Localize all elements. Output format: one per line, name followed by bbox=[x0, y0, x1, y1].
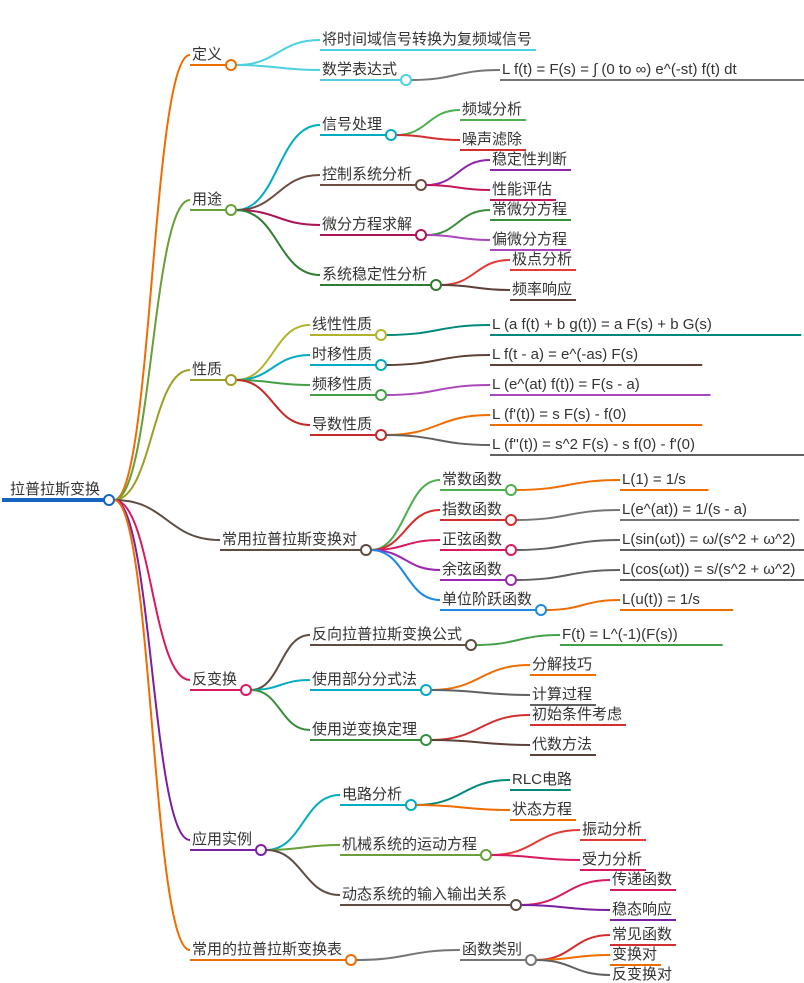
node-label: 使用部分分式法 bbox=[312, 671, 417, 688]
node-label: L f(t - a) = e^(-as) F(s) bbox=[492, 346, 638, 363]
node-label: 将时间域信号转换为复频域信号 bbox=[322, 30, 532, 48]
node-label: L(1) = 1/s bbox=[622, 471, 686, 488]
node-label: 变换对 bbox=[612, 946, 657, 963]
node-label: 控制系统分析 bbox=[322, 166, 412, 183]
node-label: 极点分析 bbox=[512, 251, 572, 268]
node-label: L (f'(t)) = s F(s) - f(0) bbox=[492, 406, 626, 423]
node-label: 正弦函数 bbox=[442, 531, 502, 548]
root-label: 拉普拉斯变换 bbox=[10, 481, 100, 498]
node-label: 噪声滤除 bbox=[462, 130, 522, 148]
node-label: 微分方程求解 bbox=[322, 216, 412, 233]
node-label: 机械系统的运动方程 bbox=[342, 836, 477, 853]
node-label: 性质 bbox=[192, 361, 222, 378]
node-label: 频率响应 bbox=[512, 280, 572, 298]
node-label: 常用拉普拉斯变换对 bbox=[222, 531, 357, 548]
node-label: 系统稳定性分析 bbox=[322, 266, 427, 283]
node-label: 频域分析 bbox=[462, 101, 522, 118]
node-label: 单位阶跃函数 bbox=[442, 591, 532, 608]
node-label: 反向拉普拉斯变换公式 bbox=[312, 626, 462, 643]
node-label: 计算过程 bbox=[532, 685, 592, 703]
node-label: 状态方程 bbox=[512, 801, 572, 818]
node-label: 反变换 bbox=[192, 671, 237, 688]
node-label: 用途 bbox=[192, 191, 222, 208]
node-label: 频移性质 bbox=[312, 376, 372, 393]
node-label: 常用的拉普拉斯变换表 bbox=[192, 941, 342, 958]
node-label: L(cos(ωt)) = s/(s^2 + ω^2) bbox=[622, 561, 795, 578]
node-label: 分解技巧 bbox=[532, 656, 592, 673]
node-label: 应用实例 bbox=[192, 830, 252, 848]
mindmap-svg: 拉普拉斯变换 定义 将时间域信号转换为复频域信号数学表达式 L f(t) = F(s)… bbox=[0, 0, 804, 983]
node-label: 偏微分方程 bbox=[492, 231, 567, 248]
node-label: 受力分析 bbox=[582, 851, 642, 868]
node-label: 余弦函数 bbox=[442, 560, 502, 578]
node-label: 常见函数 bbox=[612, 926, 672, 943]
node-label: 信号处理 bbox=[322, 116, 382, 133]
node-label: F(t) = L^(-1)(F(s)) bbox=[562, 626, 678, 643]
node-label: 数学表达式 bbox=[322, 61, 397, 78]
node-label: 代数方法 bbox=[532, 736, 592, 753]
node-label: L(u(t)) = 1/s bbox=[622, 591, 700, 608]
node-label: 电路分析 bbox=[342, 786, 402, 803]
node-label: L (f''(t)) = s^2 F(s) - s f(0) - f'(0) bbox=[492, 436, 695, 453]
node-label: 指数函数 bbox=[442, 501, 502, 518]
node-label: 动态系统的输入输出关系 bbox=[342, 886, 507, 903]
node-label: 定义 bbox=[192, 46, 222, 63]
node-label: 反变换对 bbox=[612, 966, 672, 983]
node-label: 振动分析 bbox=[582, 821, 642, 838]
node-label: 函数类别 bbox=[462, 941, 522, 958]
node-label: 线性性质 bbox=[312, 316, 372, 333]
node-label: 传递函数 bbox=[612, 871, 672, 888]
node-label: 导数性质 bbox=[312, 416, 372, 433]
node-label: 常微分方程 bbox=[492, 201, 567, 218]
node-label: 稳定性判断 bbox=[492, 151, 567, 168]
node-label: 初始条件考虑 bbox=[532, 706, 622, 723]
node-label: 常数函数 bbox=[442, 471, 502, 488]
node-label: RLC电路 bbox=[512, 771, 572, 788]
node-label: 性能评估 bbox=[492, 181, 552, 198]
node-label: L (e^(at) f(t)) = F(s - a) bbox=[492, 376, 640, 393]
node-label: L (a f(t) + b g(t)) = a F(s) + b G(s) bbox=[492, 316, 712, 333]
node-label: L f(t) = F(s) = ∫ (0 to ∞) e^(-st) f(t) … bbox=[502, 61, 737, 78]
node-label: L(sin(ωt)) = ω/(s^2 + ω^2) bbox=[622, 531, 795, 548]
node-label: 时移性质 bbox=[312, 346, 372, 363]
node-label: 稳态响应 bbox=[612, 900, 672, 918]
node-label: L(e^(at)) = 1/(s - a) bbox=[622, 501, 747, 518]
node-label: 使用逆变换定理 bbox=[312, 721, 417, 738]
